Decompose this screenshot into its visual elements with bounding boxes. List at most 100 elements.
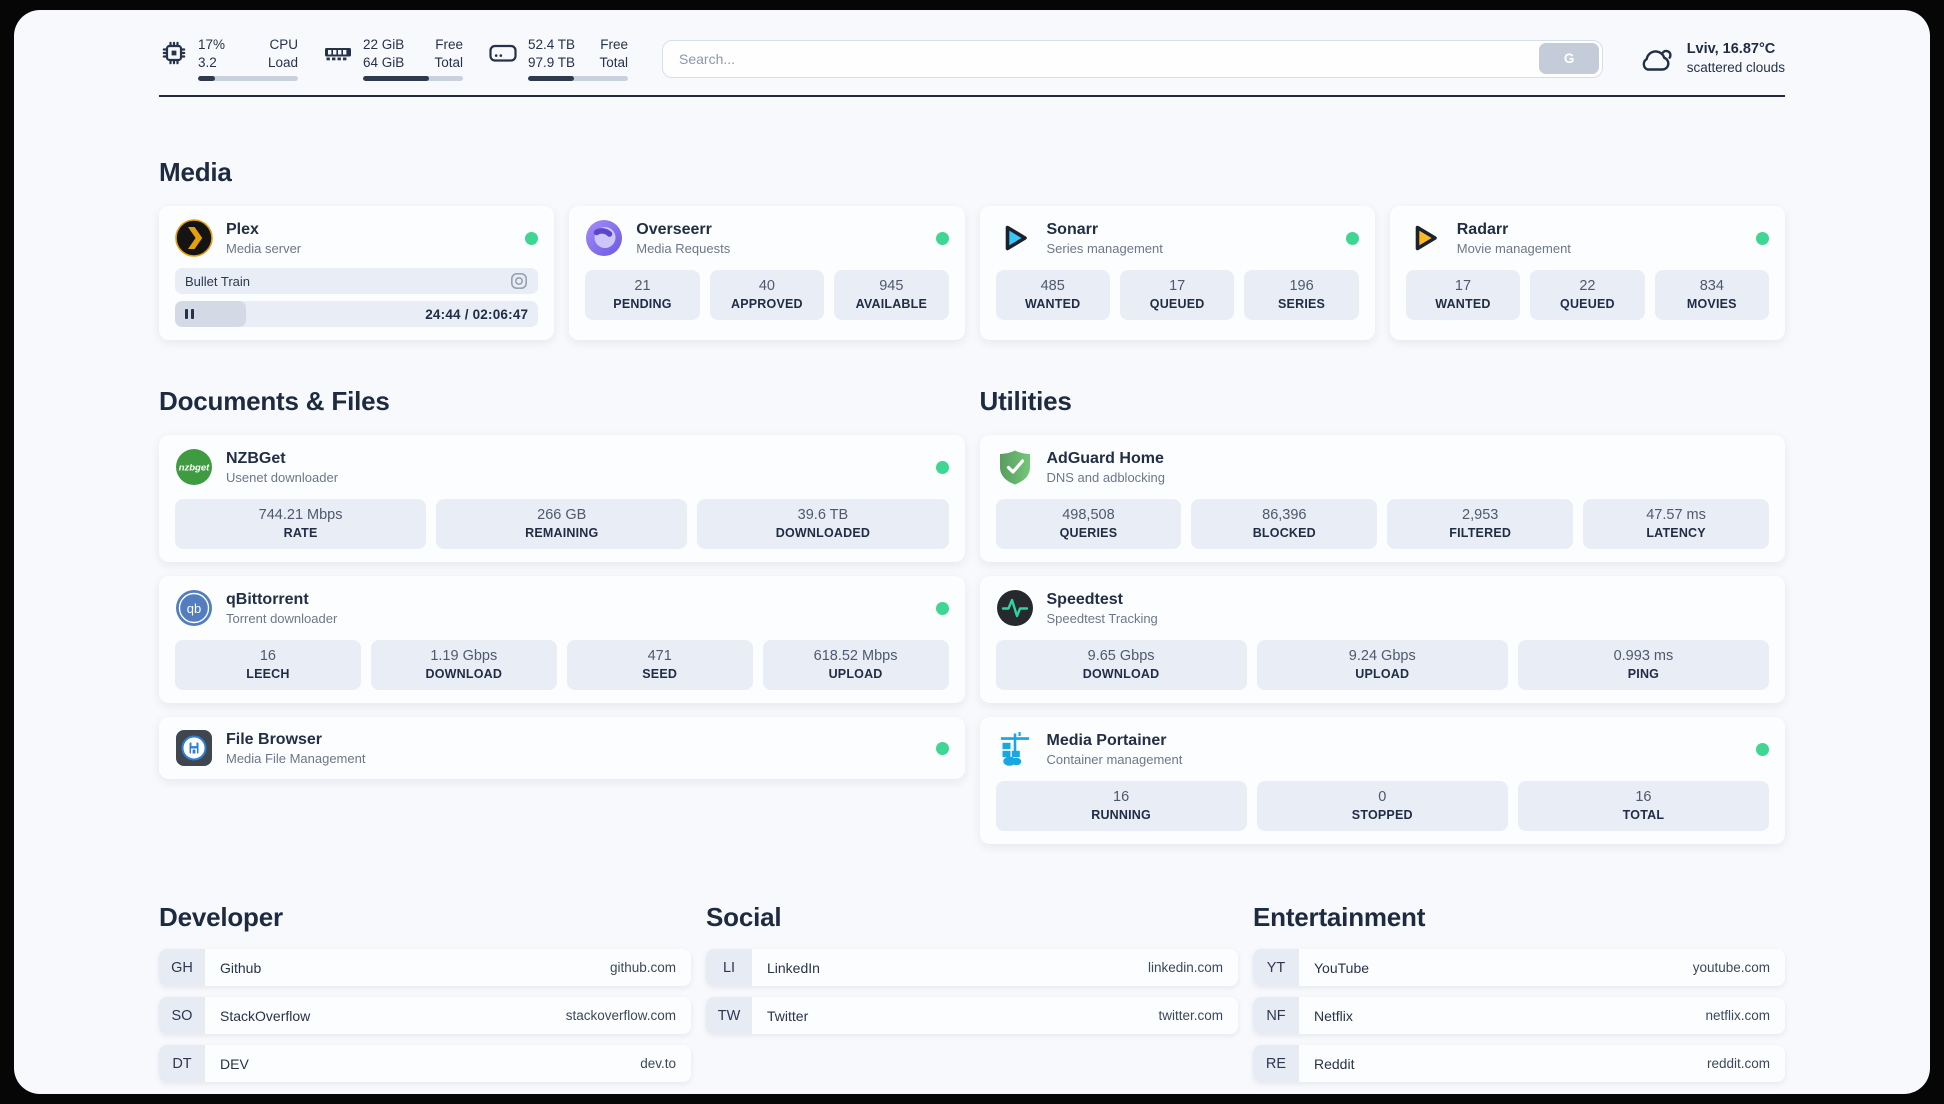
service-card-header: Sonarr Series management [996, 219, 1359, 257]
service-card[interactable]: Media Portainer Container management 16 … [979, 717, 1785, 844]
bookmark-abbr-badge: DT [159, 1045, 205, 1082]
stat-label: UPLOAD [1355, 667, 1410, 681]
stat-value: 2,953 [1462, 507, 1499, 523]
usage-bar-fill [198, 76, 215, 81]
service-card[interactable]: Plex Media server Bullet Train 24:44 / 0… [159, 206, 555, 340]
playback-progress-bar[interactable]: 24:44 / 02:06:47 [175, 301, 539, 327]
search-provider-button[interactable]: G [1539, 43, 1600, 74]
sys-value: 17% [198, 37, 226, 52]
stat-label: DOWNLOADED [775, 526, 871, 540]
media-card-grid: Plex Media server Bullet Train 24:44 / 0… [159, 206, 1785, 340]
documents-card-stack: nzbget NZBGet Usenet downloader 744.21 M… [159, 435, 965, 779]
disk-icon [487, 38, 519, 68]
bookmark-list: LI LinkedIn linkedin.com TW Twitter twit… [706, 949, 1238, 1034]
stat-label: AVAILABLE [855, 297, 928, 311]
stat-label: DOWNLOAD [425, 667, 503, 681]
service-subtitle: Speedtest Tracking [1046, 610, 1158, 626]
bookmark-row[interactable]: YT YouTube youtube.com [1253, 949, 1785, 986]
stat-value: 16 [1635, 789, 1652, 805]
sys-value: 22 GiB [363, 37, 405, 52]
stat-value: 40 [758, 278, 775, 294]
bookmark-name: YouTube [1314, 959, 1370, 976]
bookmark-group: Social LI LinkedIn linkedin.com TW Twitt… [706, 902, 1238, 1082]
service-card[interactable]: AdGuard Home DNS and adblocking 498,508 … [979, 435, 1785, 562]
stat-box: 471 SEED [566, 640, 753, 690]
stat-label: REMAINING [525, 526, 599, 540]
service-card[interactable]: Radarr Movie management 17 WANTED 22 QUE… [1389, 206, 1785, 340]
bookmark-name: StackOverflow [220, 1007, 311, 1024]
service-stats: 16 RUNNING 0 STOPPED 16 TOTAL [995, 781, 1770, 831]
bookmark-list: GH Github github.com SO StackOverflow st… [159, 949, 691, 1082]
system-widget-values: 52.4 TB Free 97.9 TB Total [528, 36, 628, 71]
svg-text:nzbget: nzbget [179, 463, 210, 474]
bookmark-row[interactable]: SO StackOverflow stackoverflow.com [159, 997, 691, 1034]
system-widget: 52.4 TB Free 97.9 TB Total [487, 36, 628, 81]
service-card-header: Media Portainer Container management [996, 730, 1769, 768]
stat-value: 86,396 [1262, 507, 1307, 523]
stat-box: 9.24 Gbps UPLOAD [1256, 640, 1508, 690]
overseerr-icon [585, 219, 623, 257]
service-name: qBittorrent [226, 590, 309, 608]
service-subtitle: DNS and adblocking [1046, 469, 1166, 485]
bookmark-row[interactable]: TW Twitter twitter.com [706, 997, 1238, 1034]
cpu-icon [159, 38, 189, 68]
service-card-header: AdGuard Home DNS and adblocking [996, 448, 1770, 486]
stat-label: LEECH [246, 667, 290, 681]
stat-value: 22 [1579, 278, 1596, 294]
stat-label: SEED [642, 667, 678, 681]
now-playing-bar[interactable]: Bullet Train [175, 268, 539, 294]
service-stats: 21 PENDING 40 APPROVED 945 AVAILABLE [585, 270, 949, 320]
search-bar: G [662, 39, 1603, 78]
stat-label: BLOCKED [1252, 526, 1316, 540]
bookmark-url: linkedin.com [1147, 960, 1223, 975]
bookmark-abbr-badge: NF [1253, 997, 1299, 1034]
service-card-header: File Browser Media File Management [175, 729, 949, 767]
weather-condition: scattered clouds [1686, 60, 1785, 75]
stat-box: 498,508 QUERIES [995, 499, 1182, 549]
bookmark-row[interactable]: RE Reddit reddit.com [1253, 1045, 1785, 1082]
sys-label: Free [435, 37, 463, 52]
system-widget-values: 17% CPU 3.2 Load [198, 36, 298, 71]
service-stats: 9.65 Gbps DOWNLOAD 9.24 Gbps UPLOAD 0.99… [995, 640, 1770, 690]
radarr-icon [1406, 219, 1444, 257]
service-card[interactable]: qb qBittorrent Torrent downloader 16 LEE… [159, 576, 965, 703]
stat-value: 744.21 Mbps [258, 507, 343, 523]
service-name: AdGuard Home [1046, 449, 1164, 467]
pause-icon[interactable] [185, 309, 195, 319]
status-dot [1345, 231, 1359, 245]
weather-location-temperature: Lviv, 16.87°C [1686, 41, 1776, 57]
status-dot [525, 231, 539, 245]
service-card[interactable]: Overseerr Media Requests 21 PENDING 40 A… [569, 206, 965, 340]
sys-label: CPU [269, 37, 298, 52]
service-card-header: nzbget NZBGet Usenet downloader [175, 448, 949, 486]
bookmark-row[interactable]: NF Netflix netflix.com [1253, 997, 1785, 1034]
svg-text:qb: qb [187, 601, 201, 616]
service-card[interactable]: File Browser Media File Management [159, 717, 965, 779]
stat-box: 945 AVAILABLE [834, 270, 949, 320]
section-utilities: Utilities AdGuard Home DNS and adblockin… [979, 386, 1785, 844]
stat-label: PING [1627, 667, 1660, 681]
sys-value: 97.9 TB [528, 54, 576, 70]
bookmark-url: netflix.com [1705, 1008, 1770, 1023]
stat-box: 16 TOTAL [1517, 781, 1770, 831]
search-input[interactable] [662, 39, 1603, 78]
bookmark-row[interactable]: GH Github github.com [159, 949, 691, 986]
filebrowser-icon [175, 729, 213, 767]
qbittorrent-icon: qb [175, 589, 213, 627]
bookmark-row[interactable]: DT DEV dev.to [159, 1045, 691, 1082]
status-dot [935, 601, 949, 615]
stat-box: 16 LEECH [175, 640, 361, 690]
service-card[interactable]: nzbget NZBGet Usenet downloader 744.21 M… [159, 435, 965, 562]
bookmark-row[interactable]: LI LinkedIn linkedin.com [706, 949, 1238, 986]
stat-label: UPLOAD [828, 667, 883, 681]
stat-value: 16 [259, 648, 276, 664]
stat-box: 17 QUEUED [1119, 270, 1235, 320]
stat-box: 834 MOVIES [1654, 270, 1770, 320]
stat-label: WANTED [1025, 297, 1081, 311]
bookmark-url: youtube.com [1692, 960, 1770, 975]
stat-box: 40 APPROVED [709, 270, 825, 320]
stat-value: 196 [1289, 278, 1314, 294]
usage-bar-fill [363, 76, 429, 81]
service-card[interactable]: Speedtest Speedtest Tracking 9.65 Gbps D… [979, 576, 1785, 703]
service-card[interactable]: Sonarr Series management 485 WANTED 17 Q… [979, 206, 1375, 340]
